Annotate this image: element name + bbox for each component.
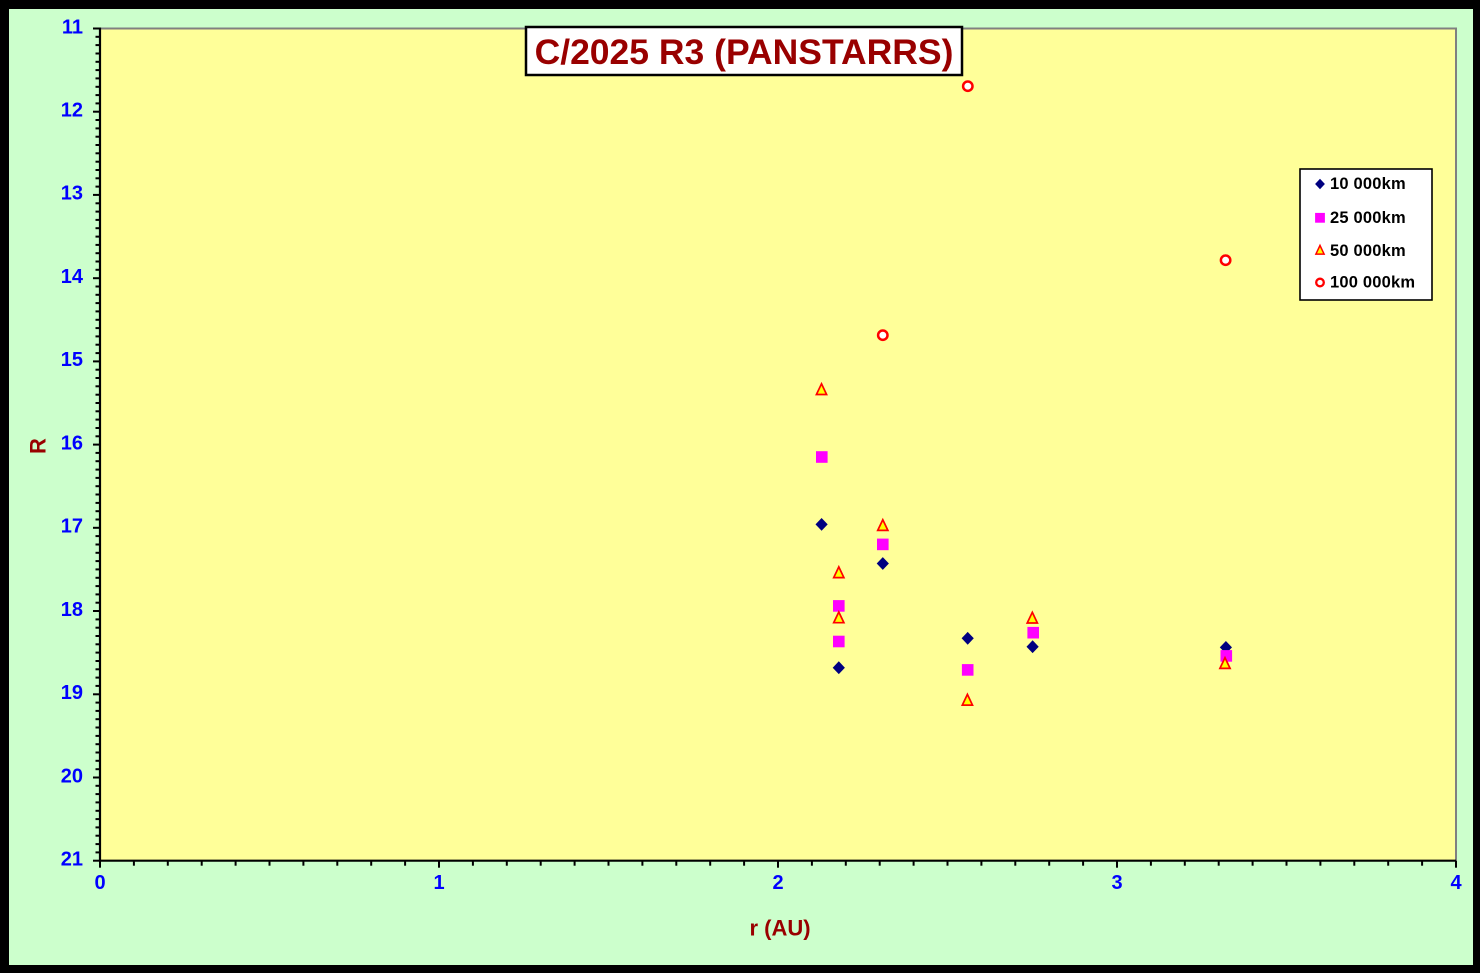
svg-text:r (AU): r (AU) (749, 916, 810, 941)
svg-text:11: 11 (62, 16, 83, 38)
svg-text:10 000km: 10 000km (1330, 175, 1406, 193)
svg-text:12: 12 (61, 100, 83, 122)
svg-text:50 000km: 50 000km (1330, 242, 1406, 260)
svg-text:21: 21 (61, 849, 83, 871)
svg-text:20: 20 (61, 765, 83, 787)
svg-text:2: 2 (772, 872, 783, 894)
svg-text:100 000km: 100 000km (1330, 274, 1415, 292)
svg-text:13: 13 (61, 183, 83, 205)
svg-text:0: 0 (94, 872, 105, 894)
svg-text:3: 3 (1111, 872, 1122, 894)
svg-text:25 000km: 25 000km (1330, 209, 1406, 227)
svg-text:C/2025 R3 (PANSTARRS): C/2025 R3 (PANSTARRS) (535, 32, 954, 72)
svg-text:14: 14 (61, 266, 84, 288)
svg-text:19: 19 (61, 682, 83, 704)
svg-text:R: R (26, 438, 51, 454)
svg-text:15: 15 (61, 349, 83, 371)
svg-text:1: 1 (433, 872, 444, 894)
svg-text:16: 16 (61, 432, 83, 454)
svg-text:17: 17 (61, 516, 83, 538)
svg-text:18: 18 (61, 599, 83, 621)
svg-text:4: 4 (1450, 872, 1462, 894)
